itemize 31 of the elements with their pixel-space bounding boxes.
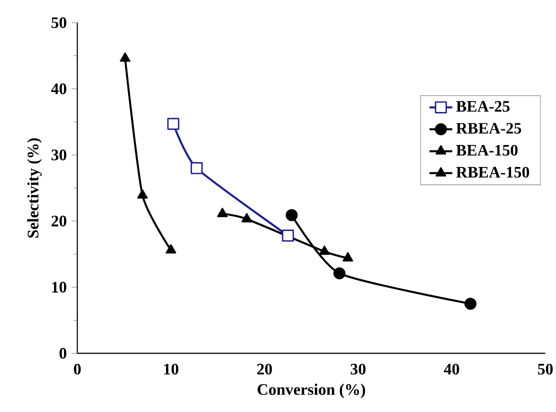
point: [166, 244, 176, 254]
point: [217, 208, 228, 218]
y-tick-label: 40: [51, 83, 66, 94]
point: [464, 298, 476, 310]
point: [120, 52, 130, 62]
point: [286, 209, 298, 222]
x-tick-label: 40: [444, 364, 460, 375]
legend-label: RBEA-150: [456, 166, 530, 178]
point: [167, 118, 180, 130]
y-tick-label: 30: [52, 150, 66, 160]
x-tick-label: 0: [74, 364, 81, 375]
x-tick-label: 50: [538, 364, 553, 375]
legend-label: RBEA-25: [456, 122, 522, 134]
x-tick-label: 10: [164, 364, 178, 375]
point: [282, 230, 294, 242]
y-tick-label: 20: [52, 216, 66, 226]
legend-label: BEA-25: [456, 101, 510, 112]
y-tick-label: 10: [52, 282, 66, 293]
point: [342, 252, 354, 262]
point: [190, 162, 203, 174]
x-tick-label: 20: [257, 364, 272, 375]
point: [241, 213, 252, 222]
point: [137, 189, 148, 199]
legend-label: BEA-150: [456, 144, 518, 156]
x-axis-title: Conversion (%): [258, 384, 366, 398]
y-axis-title: Selectivity (%): [27, 138, 42, 238]
point: [319, 245, 330, 255]
point: [333, 267, 346, 280]
x-tick-label: 30: [350, 364, 366, 375]
y-tick-label: 50: [52, 17, 66, 28]
y-tick-label: 0: [60, 348, 66, 359]
